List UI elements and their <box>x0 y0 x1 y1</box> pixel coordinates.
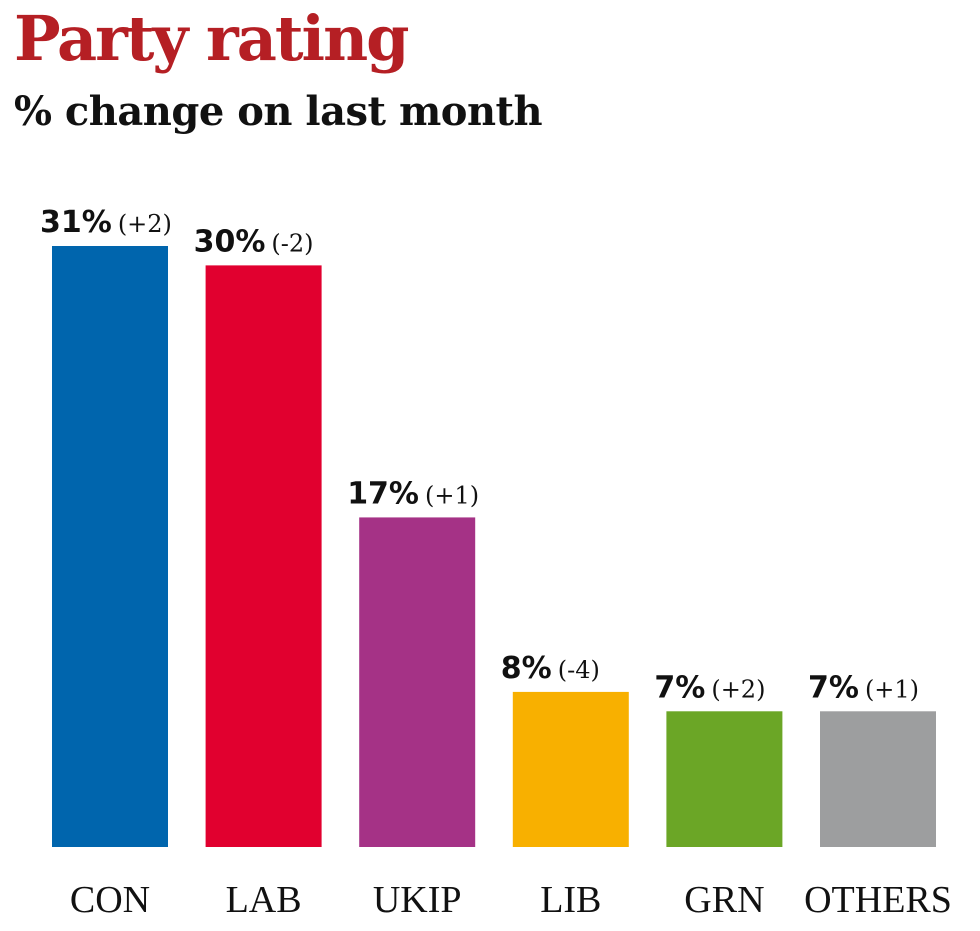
data-label-lib: 8% (-4) <box>501 651 600 686</box>
bar-others <box>820 711 936 847</box>
tick-label-grn: GRN <box>684 879 764 921</box>
value-label: 17% <box>347 476 419 511</box>
change-label: (-2) <box>271 229 313 257</box>
change-label: (+2) <box>711 675 765 703</box>
data-label-ukip: 17% (+1) <box>347 476 479 511</box>
data-label-grn: 7% (+2) <box>654 670 765 705</box>
data-label-others: 7% (+1) <box>808 670 919 705</box>
bar-lab <box>205 265 322 847</box>
data-label-con: 31% (+2) <box>40 205 172 240</box>
tick-label-lib: LIB <box>540 879 601 921</box>
value-label: 7% <box>654 670 705 705</box>
bar-lib <box>512 691 629 847</box>
change-label: (+2) <box>118 210 172 238</box>
tick-label-ukip: UKIP <box>373 879 462 921</box>
change-label: (-4) <box>558 656 600 684</box>
bar-con <box>52 246 168 847</box>
bar-grn <box>666 711 783 847</box>
chart-subtitle: % change on last month <box>14 88 543 135</box>
value-label: 31% <box>40 205 112 240</box>
change-label: (+1) <box>865 675 919 703</box>
value-label: 8% <box>501 651 552 686</box>
tick-label-others: OTHERS <box>804 879 952 921</box>
tick-label-lab: LAB <box>226 879 302 921</box>
tick-label-con: CON <box>70 879 150 921</box>
data-label-lab: 30% (-2) <box>194 224 314 259</box>
chart-title: Party rating <box>14 2 410 75</box>
value-label: 7% <box>808 670 859 705</box>
value-label: 30% <box>194 224 266 259</box>
change-label: (+1) <box>425 481 479 509</box>
bar-ukip <box>359 517 476 847</box>
